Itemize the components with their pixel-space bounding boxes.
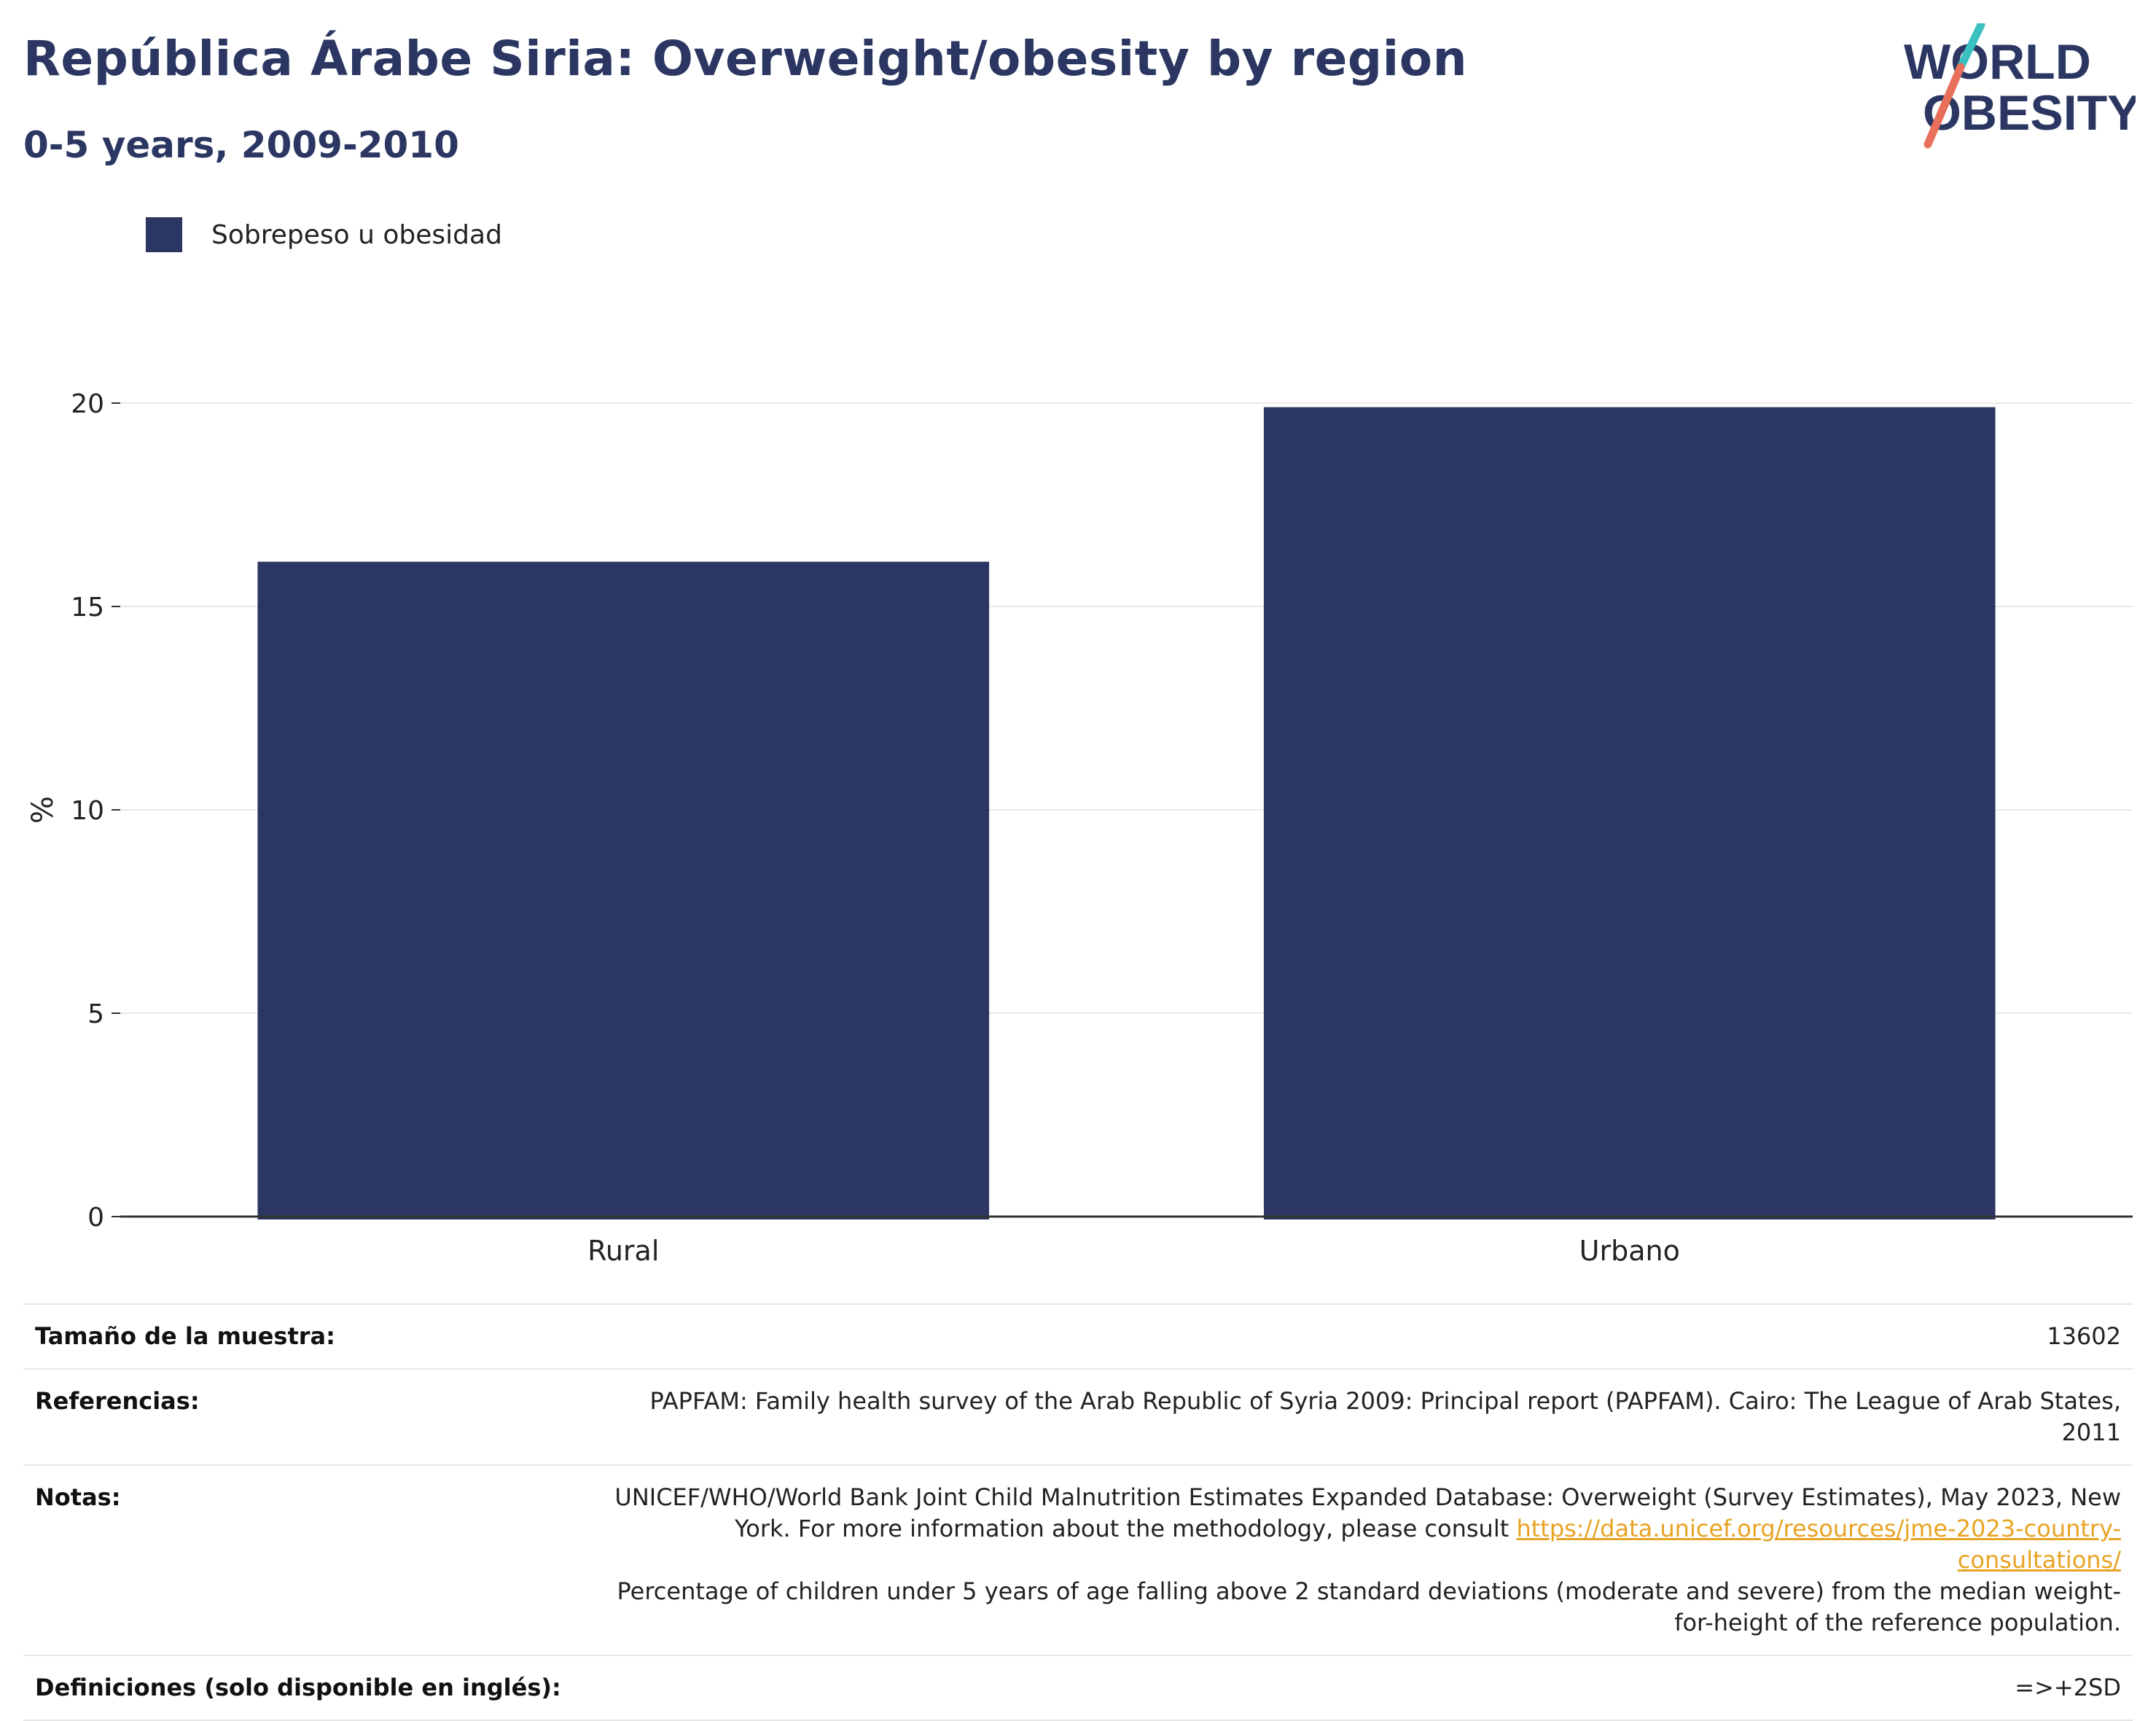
legend-swatch <box>146 217 182 252</box>
legend-label: Sobrepeso u obesidad <box>211 219 502 250</box>
notes-text: UNICEF/WHO/World Bank Joint Child Malnut… <box>614 1483 2121 1542</box>
y-tick-label: 5 <box>87 999 104 1029</box>
y-axis-title: % <box>26 796 60 824</box>
bar-rural <box>257 561 990 1219</box>
y-tick-label: 0 <box>87 1203 104 1233</box>
chart-subtitle: 0-5 years, 2009-2010 <box>23 124 459 166</box>
y-tick-label: 15 <box>71 593 104 623</box>
info-row-notes: Notas: UNICEF/WHO/World Bank Joint Child… <box>23 1464 2133 1655</box>
logo-line1: WORLD <box>1904 34 2091 90</box>
references-label: Referencias: <box>35 1387 200 1415</box>
y-tick-label: 10 <box>71 796 104 826</box>
sample-label: Tamaño de la muestra: <box>35 1322 335 1350</box>
references-value: PAPFAM: Family health survey of the Arab… <box>649 1387 2121 1446</box>
bar-chart: 0 5 10 15 20 Rural Urbano% <box>26 389 2133 1267</box>
chart-title: República Árabe Siria: Overweight/obesit… <box>23 31 1468 87</box>
info-row-sample: Tamaño de la muestra: 13602 <box>23 1303 2133 1368</box>
notes-value: UNICEF/WHO/World Bank Joint Child Malnut… <box>590 1482 2121 1639</box>
logo-line2: OBESITY <box>1923 85 2136 141</box>
notes-label: Notas: <box>35 1483 121 1511</box>
definitions-value: =>+2SD <box>2015 1674 2121 1701</box>
info-row-definitions: Definiciones (solo disponible en inglés)… <box>23 1655 2133 1721</box>
info-row-references: Referencias: PAPFAM: Family health surve… <box>23 1368 2133 1464</box>
logo-slash-top <box>1956 23 1985 71</box>
x-tick-label: Urbano <box>1579 1235 1680 1267</box>
sample-value: 13602 <box>2047 1322 2121 1350</box>
notes-link[interactable]: https://data.unicef.org/resources/jme-20… <box>1516 1515 2121 1574</box>
definitions-label: Definiciones (solo disponible en inglés)… <box>35 1674 561 1701</box>
notes-definition: Percentage of children under 5 years of … <box>617 1577 2122 1636</box>
legend[interactable]: Sobrepeso u obesidad <box>146 217 502 252</box>
info-table: Tamaño de la muestra: 13602 Referencias:… <box>23 1303 2133 1721</box>
world-obesity-logo: WORLD OBESITY <box>1904 23 2136 149</box>
logo-slash-bottom <box>1923 63 1965 149</box>
x-tick-label: Rural <box>587 1235 659 1267</box>
y-tick-label: 20 <box>71 389 104 419</box>
bar-urbano <box>1263 407 1996 1219</box>
